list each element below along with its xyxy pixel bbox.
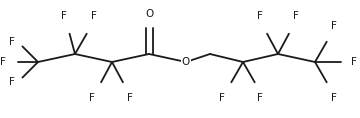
Text: F: F [9, 77, 15, 87]
Text: F: F [89, 93, 95, 103]
Text: F: F [331, 21, 337, 31]
Text: F: F [257, 93, 263, 103]
Text: F: F [351, 57, 357, 67]
Text: F: F [0, 57, 6, 67]
Text: F: F [293, 11, 299, 21]
Text: F: F [61, 11, 67, 21]
Text: F: F [91, 11, 97, 21]
Text: F: F [257, 11, 263, 21]
Text: F: F [331, 93, 337, 103]
Text: F: F [9, 37, 15, 47]
Text: F: F [127, 93, 133, 103]
Text: F: F [219, 93, 225, 103]
Text: O: O [182, 57, 190, 67]
Text: O: O [145, 9, 153, 19]
